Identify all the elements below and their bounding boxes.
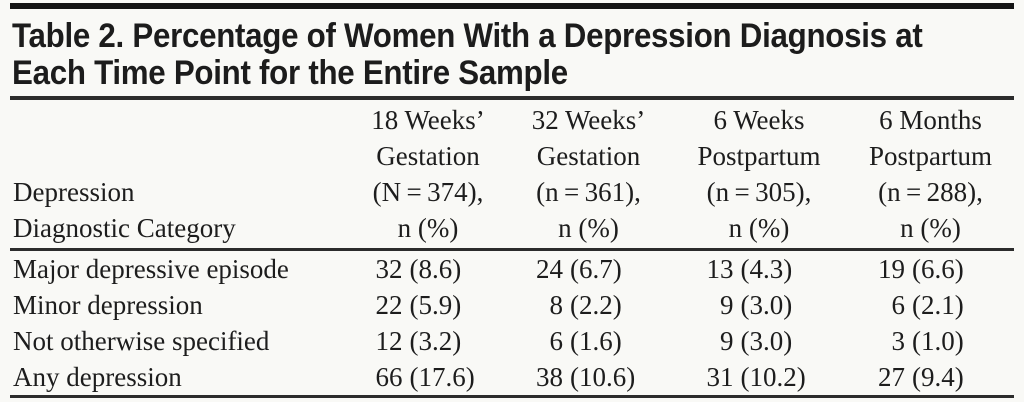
count-value: 8 bbox=[549, 290, 564, 320]
header-line: n (%) bbox=[900, 213, 961, 243]
count-value: 24 bbox=[536, 254, 563, 284]
table-row-any-depression: Any depression 66 (17.6) 38 (10.6) 31 (10.2… bbox=[10, 359, 1014, 397]
count-value: 66 bbox=[375, 362, 403, 392]
count-value: 27 bbox=[878, 362, 905, 392]
count-value: 12 bbox=[375, 326, 403, 356]
table-row-major-depressive-episode: Major depressive episode 32 (8.6) 24 (6.7)… bbox=[10, 250, 1014, 288]
percent-value: (1.0) bbox=[912, 326, 964, 356]
value-cell: 12 (3.2) bbox=[350, 323, 506, 359]
value-cell: 3 (1.0) bbox=[847, 323, 1014, 359]
header-line: n (%) bbox=[728, 213, 790, 243]
row-label: Minor depression bbox=[13, 290, 203, 320]
header-line: Postpartum bbox=[868, 141, 992, 171]
value-cell: 19 (6.6) bbox=[847, 250, 1014, 288]
value-cell: 13 (4.3) bbox=[671, 250, 847, 288]
count-value: 6 bbox=[891, 290, 906, 320]
percent-value: (3.0) bbox=[740, 290, 793, 320]
percent-value: (10.6) bbox=[570, 362, 636, 392]
value-cell: 8 (2.2) bbox=[506, 287, 671, 323]
value-cell: 22 (5.9) bbox=[350, 287, 506, 323]
percent-value: (10.2) bbox=[740, 362, 806, 392]
table-title-line-1: Table 2. Percentage of Women With a Depr… bbox=[12, 17, 923, 55]
count-value: 38 bbox=[536, 362, 563, 392]
table-row-minor-depression: Minor depression 22 (5.9) 8 (2.2) 9 (3.0) 6… bbox=[10, 287, 1014, 323]
row-label: Major depressive episode bbox=[13, 254, 289, 284]
column-header-6-weeks-postpartum: 6 Weeks Postpartum (n = 305), n (%) bbox=[671, 102, 847, 251]
count-value: 3 bbox=[891, 326, 906, 356]
count-value: 9 bbox=[720, 326, 734, 356]
header-line: 18 Weeks’ bbox=[371, 105, 485, 135]
category-header-line-1: Depression bbox=[13, 177, 135, 207]
value-cell: 32 (8.6) bbox=[350, 250, 506, 288]
row-label: Any depression bbox=[13, 362, 182, 392]
percent-value: (8.6) bbox=[409, 254, 462, 284]
percent-value: (3.0) bbox=[740, 326, 793, 356]
value-cell: 66 (17.6) bbox=[350, 359, 506, 397]
value-cell: 6 (2.1) bbox=[847, 287, 1014, 323]
count-value: 32 bbox=[375, 254, 403, 284]
title-rule bbox=[10, 96, 1014, 100]
percent-value: (2.2) bbox=[570, 290, 622, 320]
header-line: n (%) bbox=[397, 213, 459, 243]
header-line: (n = 288), bbox=[878, 177, 983, 207]
value-cell: 31 (10.2) bbox=[671, 359, 847, 397]
column-header-category: Depression Diagnostic Category bbox=[10, 102, 350, 251]
header-line: n (%) bbox=[558, 213, 619, 243]
count-value: 9 bbox=[720, 290, 734, 320]
percent-value: (1.6) bbox=[570, 326, 622, 356]
header-line: 6 Months bbox=[879, 105, 982, 135]
count-value: 31 bbox=[706, 362, 734, 392]
row-label: Not otherwise specified bbox=[13, 326, 270, 356]
column-header-18-weeks-gestation: 18 Weeks’ Gestation (N = 374), n (%) bbox=[350, 102, 506, 251]
top-border-bar bbox=[10, 3, 1014, 9]
column-header-32-weeks-gestation: 32 Weeks’ Gestation (n = 361), n (%) bbox=[506, 102, 671, 251]
percent-value: (9.4) bbox=[912, 362, 964, 392]
header-line: 32 Weeks’ bbox=[531, 105, 646, 135]
percent-value: (4.3) bbox=[740, 254, 793, 284]
category-header-line-2: Diagnostic Category bbox=[13, 213, 236, 243]
count-value: 6 bbox=[549, 326, 564, 356]
header-line: (n = 305), bbox=[706, 177, 812, 207]
count-value: 22 bbox=[375, 290, 403, 320]
percent-value: (3.2) bbox=[409, 326, 462, 356]
percent-value: (6.6) bbox=[912, 254, 964, 284]
value-cell: 9 (3.0) bbox=[671, 287, 847, 323]
value-cell: 9 (3.0) bbox=[671, 323, 847, 359]
header-line: Postpartum bbox=[697, 141, 821, 171]
header-line: 6 Weeks bbox=[713, 105, 805, 135]
header-line: (n = 361), bbox=[536, 177, 641, 207]
value-cell: 24 (6.7) bbox=[506, 250, 671, 288]
table-title-line-2: Each Time Point for the Entire Sample bbox=[12, 54, 568, 92]
value-cell: 6 (1.6) bbox=[506, 323, 671, 359]
table-row-not-otherwise-specified: Not otherwise specified 12 (3.2) 6 (1.6) 9… bbox=[10, 323, 1014, 359]
percent-value: (6.7) bbox=[570, 254, 622, 284]
count-value: 19 bbox=[878, 254, 905, 284]
header-line: (N = 374), bbox=[372, 177, 484, 207]
count-value: 13 bbox=[706, 254, 734, 284]
header-line: Gestation bbox=[376, 141, 480, 171]
percent-value: (17.6) bbox=[409, 362, 475, 392]
percent-value: (5.9) bbox=[409, 290, 462, 320]
header-row: Depression Diagnostic Category 18 Weeks’… bbox=[10, 102, 1014, 251]
header-line: Gestation bbox=[536, 141, 641, 171]
value-cell: 38 (10.6) bbox=[506, 359, 671, 397]
column-header-6-months-postpartum: 6 Months Postpartum (n = 288), n (%) bbox=[847, 102, 1014, 251]
value-cell: 27 (9.4) bbox=[847, 359, 1014, 397]
depression-diagnosis-table: Depression Diagnostic Category 18 Weeks’… bbox=[10, 102, 1014, 398]
percent-value: (2.1) bbox=[912, 290, 964, 320]
table-title: Table 2. Percentage of Women With a Depr… bbox=[12, 18, 1014, 92]
